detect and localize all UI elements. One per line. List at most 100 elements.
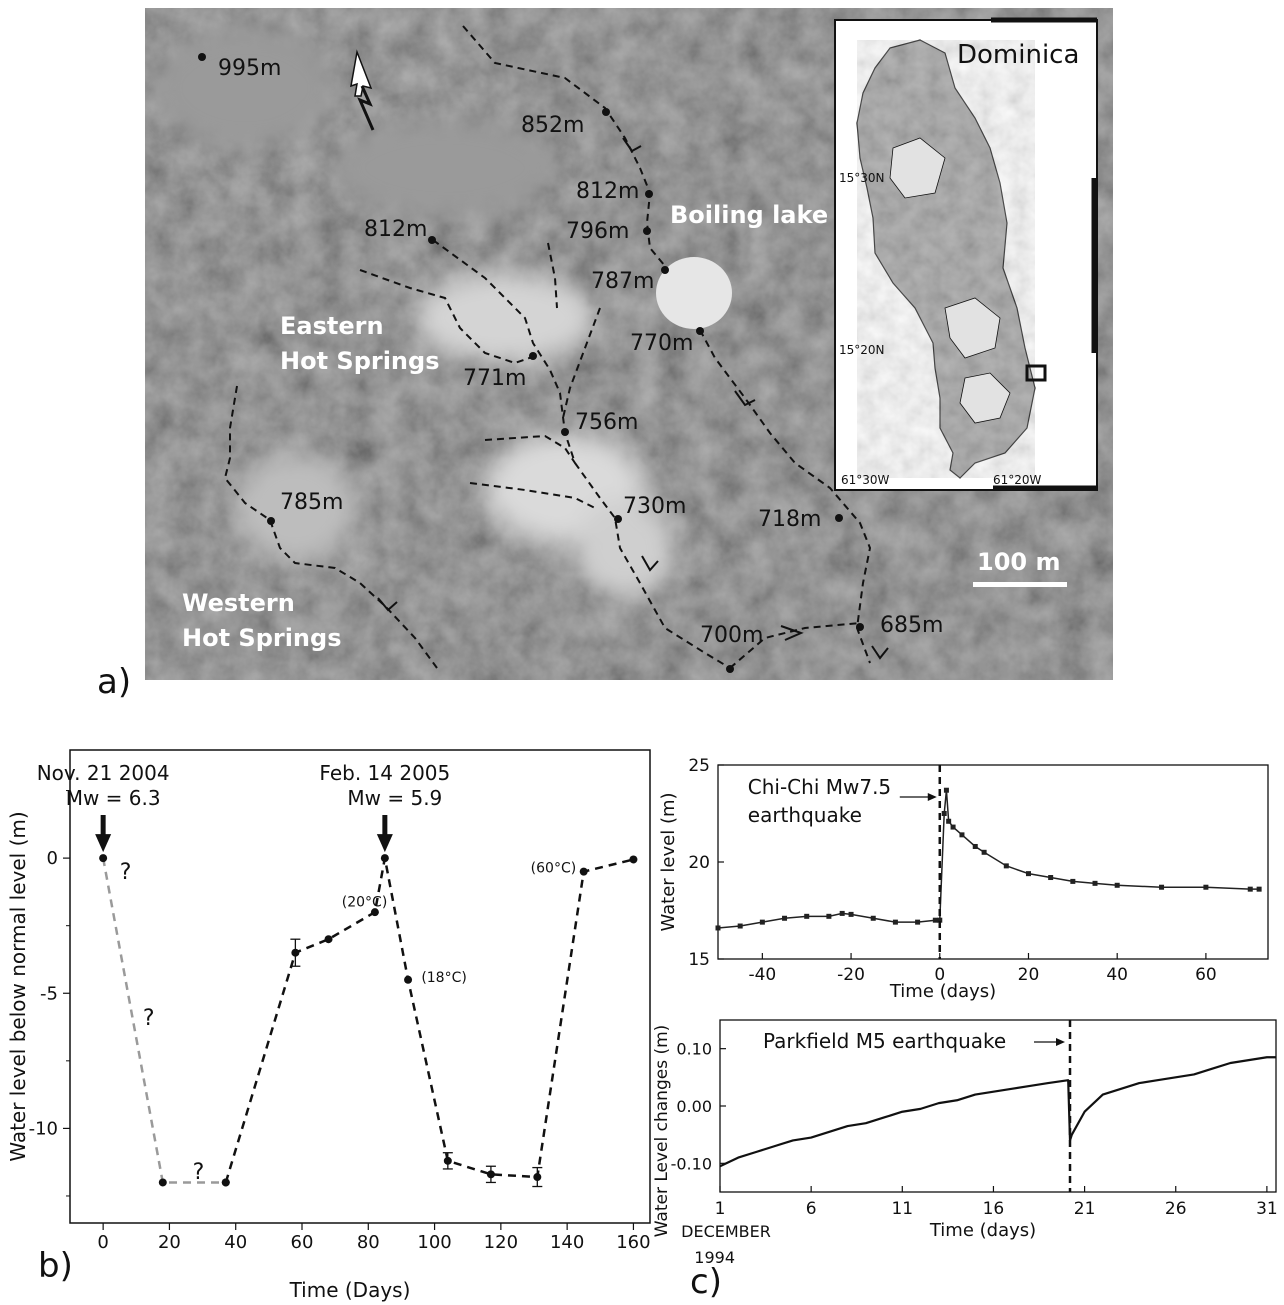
- x-sub-label: DECEMBER: [681, 1222, 771, 1241]
- temperature-annotation: (18°C): [421, 970, 467, 986]
- elevation-label: 770m: [630, 331, 693, 356]
- data-point: [1070, 878, 1076, 884]
- western-hot-springs-label: Hot Springs: [182, 624, 341, 652]
- uncertainty-mark: ?: [120, 860, 132, 885]
- elevation-label: 756m: [575, 410, 638, 435]
- y-tick-label: 0.10: [676, 1040, 712, 1059]
- x-tick-label: 6: [806, 1199, 817, 1219]
- elevation-label: 852m: [521, 113, 584, 138]
- eastern-hot-springs-label: Hot Springs: [280, 347, 439, 375]
- y-axis-label: Water Level changes (m): [652, 1025, 672, 1238]
- scale-bar-label: 100 m: [977, 548, 1060, 576]
- boiling-lake-label: Boiling lake: [670, 201, 828, 229]
- x-tick-label: -40: [748, 965, 776, 985]
- event-magnitude: Mw = 5.9: [347, 786, 442, 810]
- event-label: Feb. 14 2005: [319, 761, 450, 785]
- data-point: [804, 913, 810, 919]
- elevation-label: 812m: [576, 179, 639, 204]
- data-point: [1003, 863, 1009, 869]
- event-arrowhead: [95, 834, 112, 853]
- data-point: [324, 935, 333, 944]
- x-tick-label: 20: [158, 1232, 181, 1253]
- elevation-label: 796m: [566, 219, 629, 244]
- data-point: [1247, 886, 1253, 892]
- event-magnitude: Mw = 6.3: [66, 786, 161, 810]
- series-line-uncertain: [101, 857, 226, 1184]
- data-point: [1048, 875, 1054, 881]
- y-tick-label: -10: [29, 1118, 58, 1139]
- data-point: [892, 919, 898, 925]
- inset-lat-label: 15°20N: [839, 343, 885, 357]
- data-point: [759, 919, 765, 925]
- y-tick-label: 0.00: [676, 1097, 712, 1116]
- north-arrow-icon: [350, 49, 375, 131]
- data-point: [959, 832, 965, 838]
- x-tick-label: 20: [1018, 965, 1040, 985]
- x-axis-label: Time (days): [929, 1220, 1036, 1241]
- elevation-label: 730m: [623, 494, 686, 519]
- stream-paths: [223, 25, 872, 669]
- place-labels: Boiling lake Eastern Hot Springs Western…: [182, 201, 828, 652]
- series-line: [717, 790, 1260, 929]
- plot-frame: [69, 749, 651, 1224]
- data-point: [1159, 884, 1165, 890]
- data-point: [981, 849, 987, 855]
- x-tick-label: 140: [550, 1232, 584, 1253]
- y-tick-label: 0: [47, 848, 58, 869]
- data-point: [579, 867, 588, 876]
- data-point: [826, 913, 832, 919]
- data-point: [839, 910, 845, 916]
- x-tick-label: 40: [224, 1232, 247, 1253]
- data-point: [943, 787, 949, 793]
- x-tick-label: 0: [934, 965, 945, 985]
- elevation-points: [198, 53, 864, 673]
- y-tick-label: 15: [688, 950, 710, 970]
- satellite-map: 995m 852m 812m 796m 812m 787m 770m 771m …: [145, 8, 1113, 680]
- data-point: [870, 915, 876, 921]
- x-tick-label: 31: [1256, 1199, 1278, 1219]
- data-point: [380, 854, 389, 863]
- data-point: [404, 975, 413, 984]
- data-point: [1203, 884, 1209, 890]
- y-tick-label: -0.10: [671, 1154, 712, 1173]
- x-tick-label: 120: [484, 1232, 518, 1253]
- x-tick-label: 160: [616, 1232, 650, 1253]
- x-axis-label: Time (days): [889, 981, 996, 1002]
- elevation-label: 995m: [218, 56, 281, 81]
- event-label: Nov. 21 2004: [37, 761, 170, 785]
- x-tick-label: 11: [891, 1199, 913, 1219]
- data-point: [737, 923, 743, 929]
- event-label: Chi-Chi Mw7.5: [748, 775, 891, 799]
- y-tick-label: -5: [40, 983, 58, 1004]
- data-point: [915, 919, 921, 925]
- data-point: [932, 917, 938, 923]
- x-tick-label: 1: [715, 1199, 726, 1219]
- y-axis-label: Water level (m): [658, 792, 679, 931]
- western-hot-springs-label: Western: [182, 589, 295, 617]
- x-axis-label: Time (Days): [289, 1278, 411, 1302]
- panel-label-a: a): [97, 662, 132, 702]
- data-point: [1114, 882, 1120, 888]
- data-point: [950, 824, 956, 830]
- x-tick-label: 100: [417, 1232, 451, 1253]
- event-arrowhead: [376, 834, 393, 853]
- study-area-marker: [1025, 364, 1047, 382]
- data-point: [370, 908, 379, 917]
- data-point: [1092, 880, 1098, 886]
- data-point: [715, 925, 721, 931]
- elevation-labels: 995m 852m 812m 796m 812m 787m 770m 771m …: [218, 56, 943, 648]
- data-point: [941, 811, 947, 816]
- data-point: [99, 854, 108, 863]
- x-tick-label: 0: [97, 1232, 108, 1253]
- inset-title: Dominica: [957, 40, 1079, 70]
- flow-arrows: [377, 137, 889, 660]
- x-tick-label: 80: [357, 1232, 380, 1253]
- uncertainty-mark: ?: [143, 1006, 155, 1031]
- x-tick-label: 40: [1106, 965, 1128, 985]
- dominica-inset: Dominica 15°30N 15°20N 61°30W 61°20W: [834, 17, 1098, 491]
- x-tick-label: 60: [1195, 965, 1217, 985]
- data-point: [946, 818, 952, 824]
- inset-lat-label: 15°30N: [839, 171, 885, 185]
- series-line: [719, 1056, 1276, 1168]
- y-axis-label: Water level below normal level (m): [6, 811, 30, 1161]
